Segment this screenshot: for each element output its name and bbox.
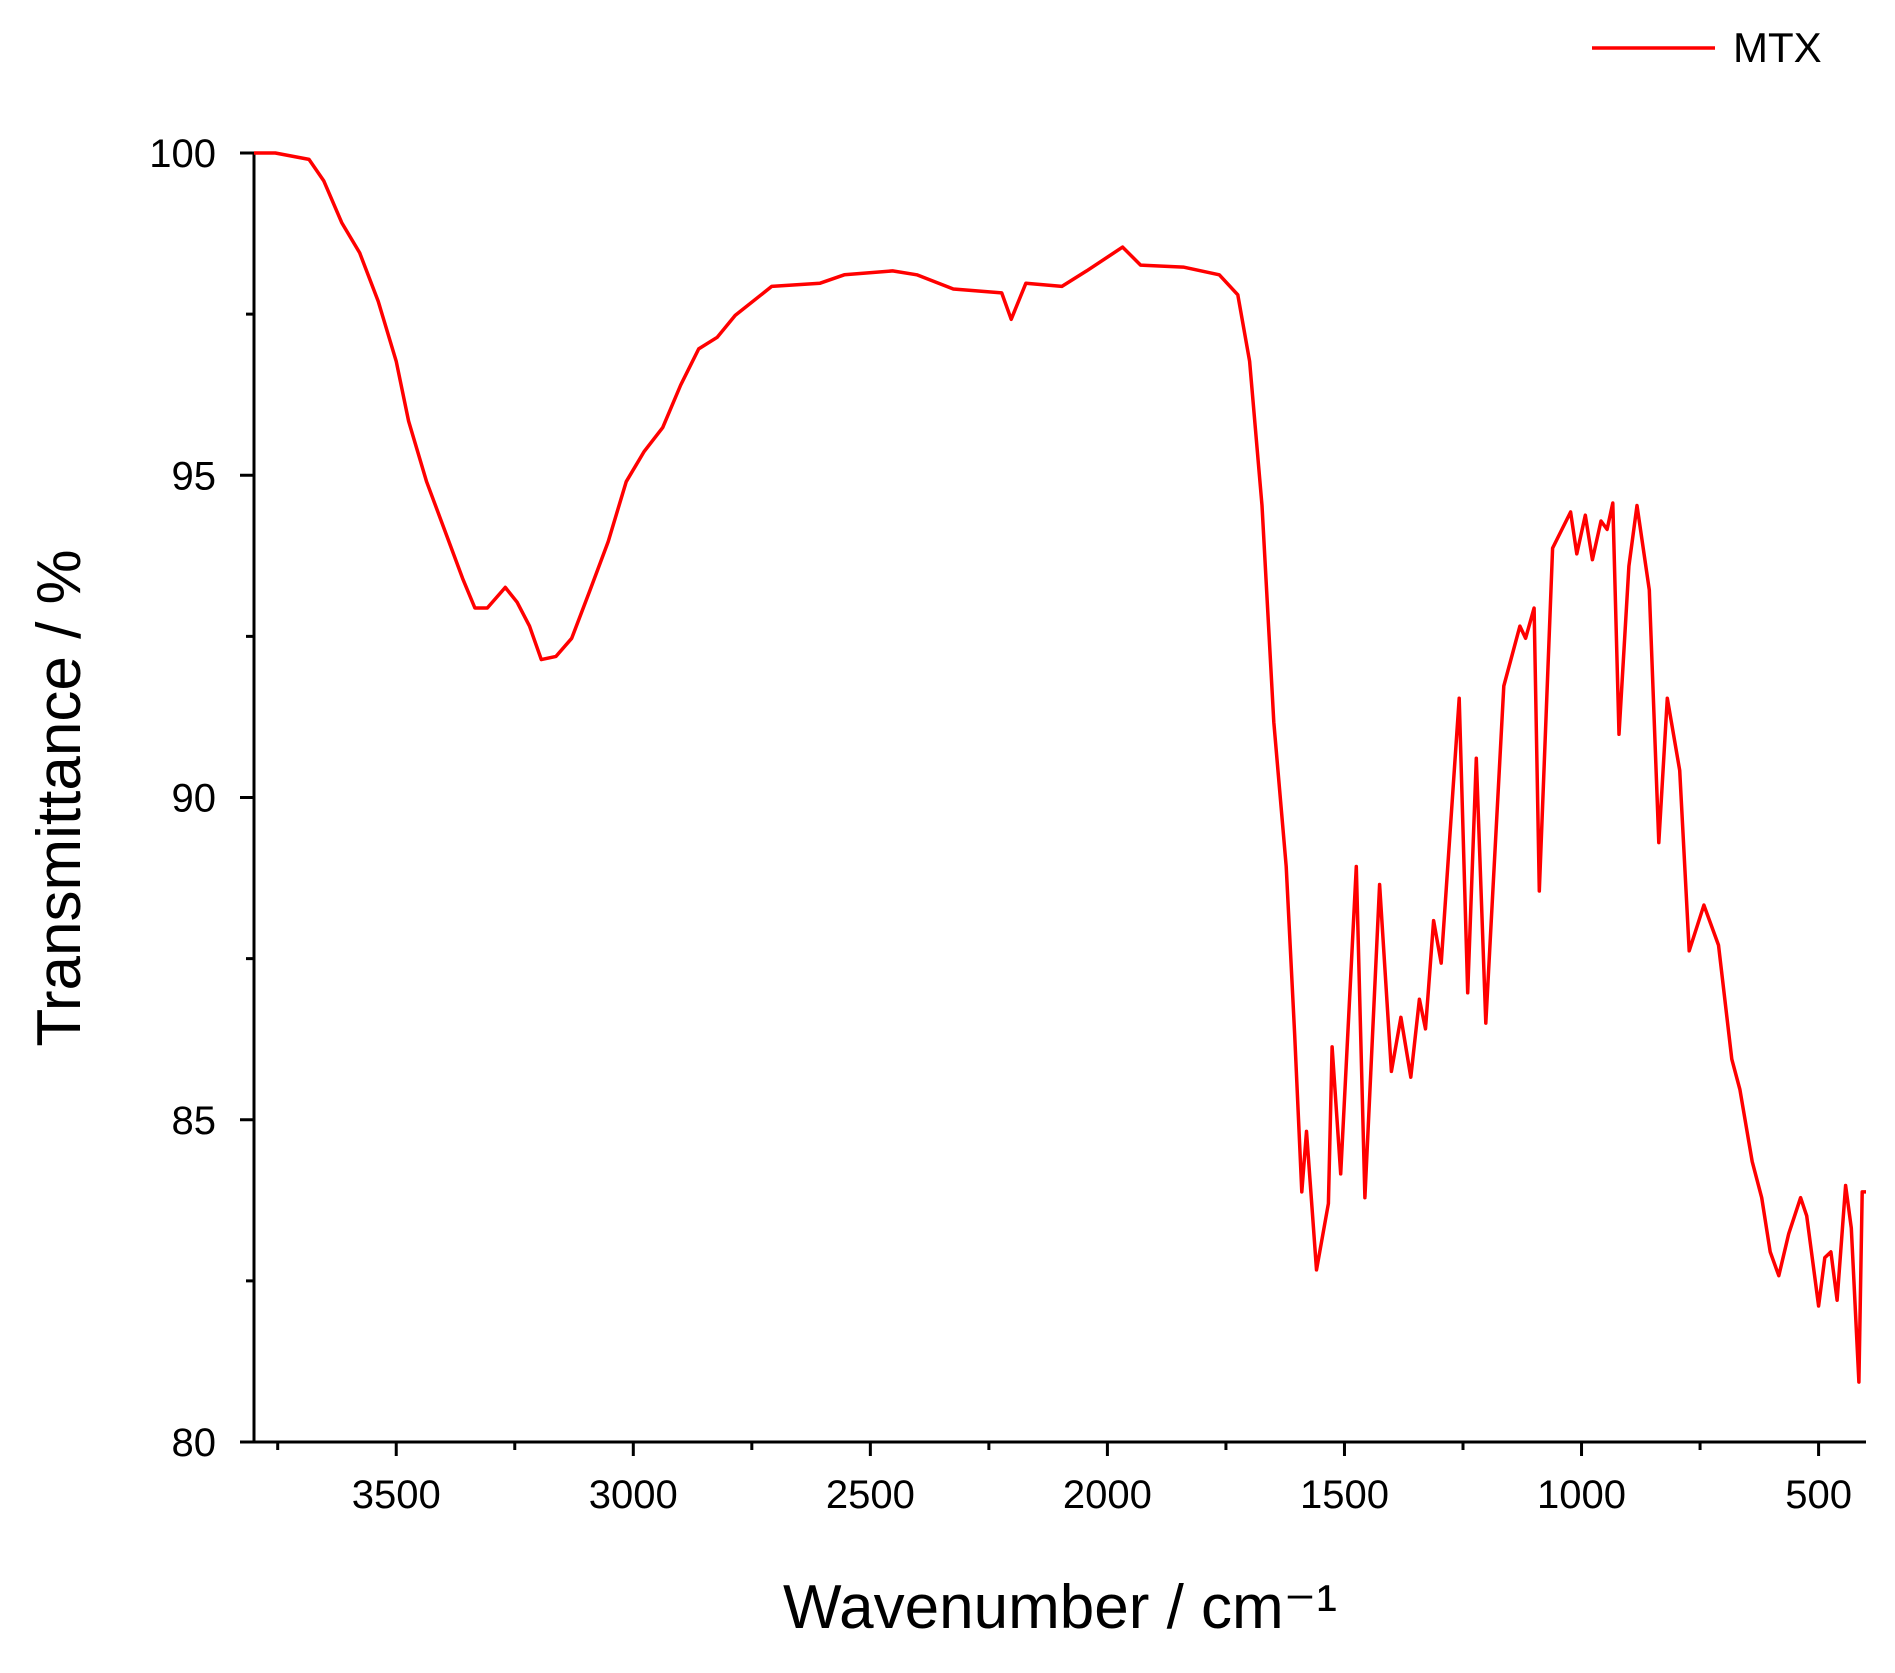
x-tick-label: 1000	[1537, 1473, 1626, 1517]
x-tick-label: 3000	[589, 1473, 678, 1517]
y-tick-label: 90	[172, 777, 217, 821]
x-tick-label: 2000	[1063, 1473, 1152, 1517]
y-tick-label: 100	[149, 132, 216, 176]
x-tick-label: 1500	[1300, 1473, 1389, 1517]
y-tick-label: 95	[172, 454, 217, 498]
y-tick-label: 80	[172, 1421, 217, 1465]
legend-label: MTX	[1733, 24, 1822, 71]
y-axis-title: Transmittance / %	[25, 549, 94, 1046]
y-tick-label: 85	[172, 1099, 217, 1143]
x-axis-title: Wavenumber / cm⁻¹	[783, 1573, 1337, 1642]
x-tick-label: 3500	[352, 1473, 441, 1517]
spectrum-line	[254, 151, 1866, 1384]
x-tick-label: 500	[1785, 1473, 1852, 1517]
x-tick-label: 2500	[826, 1473, 915, 1517]
